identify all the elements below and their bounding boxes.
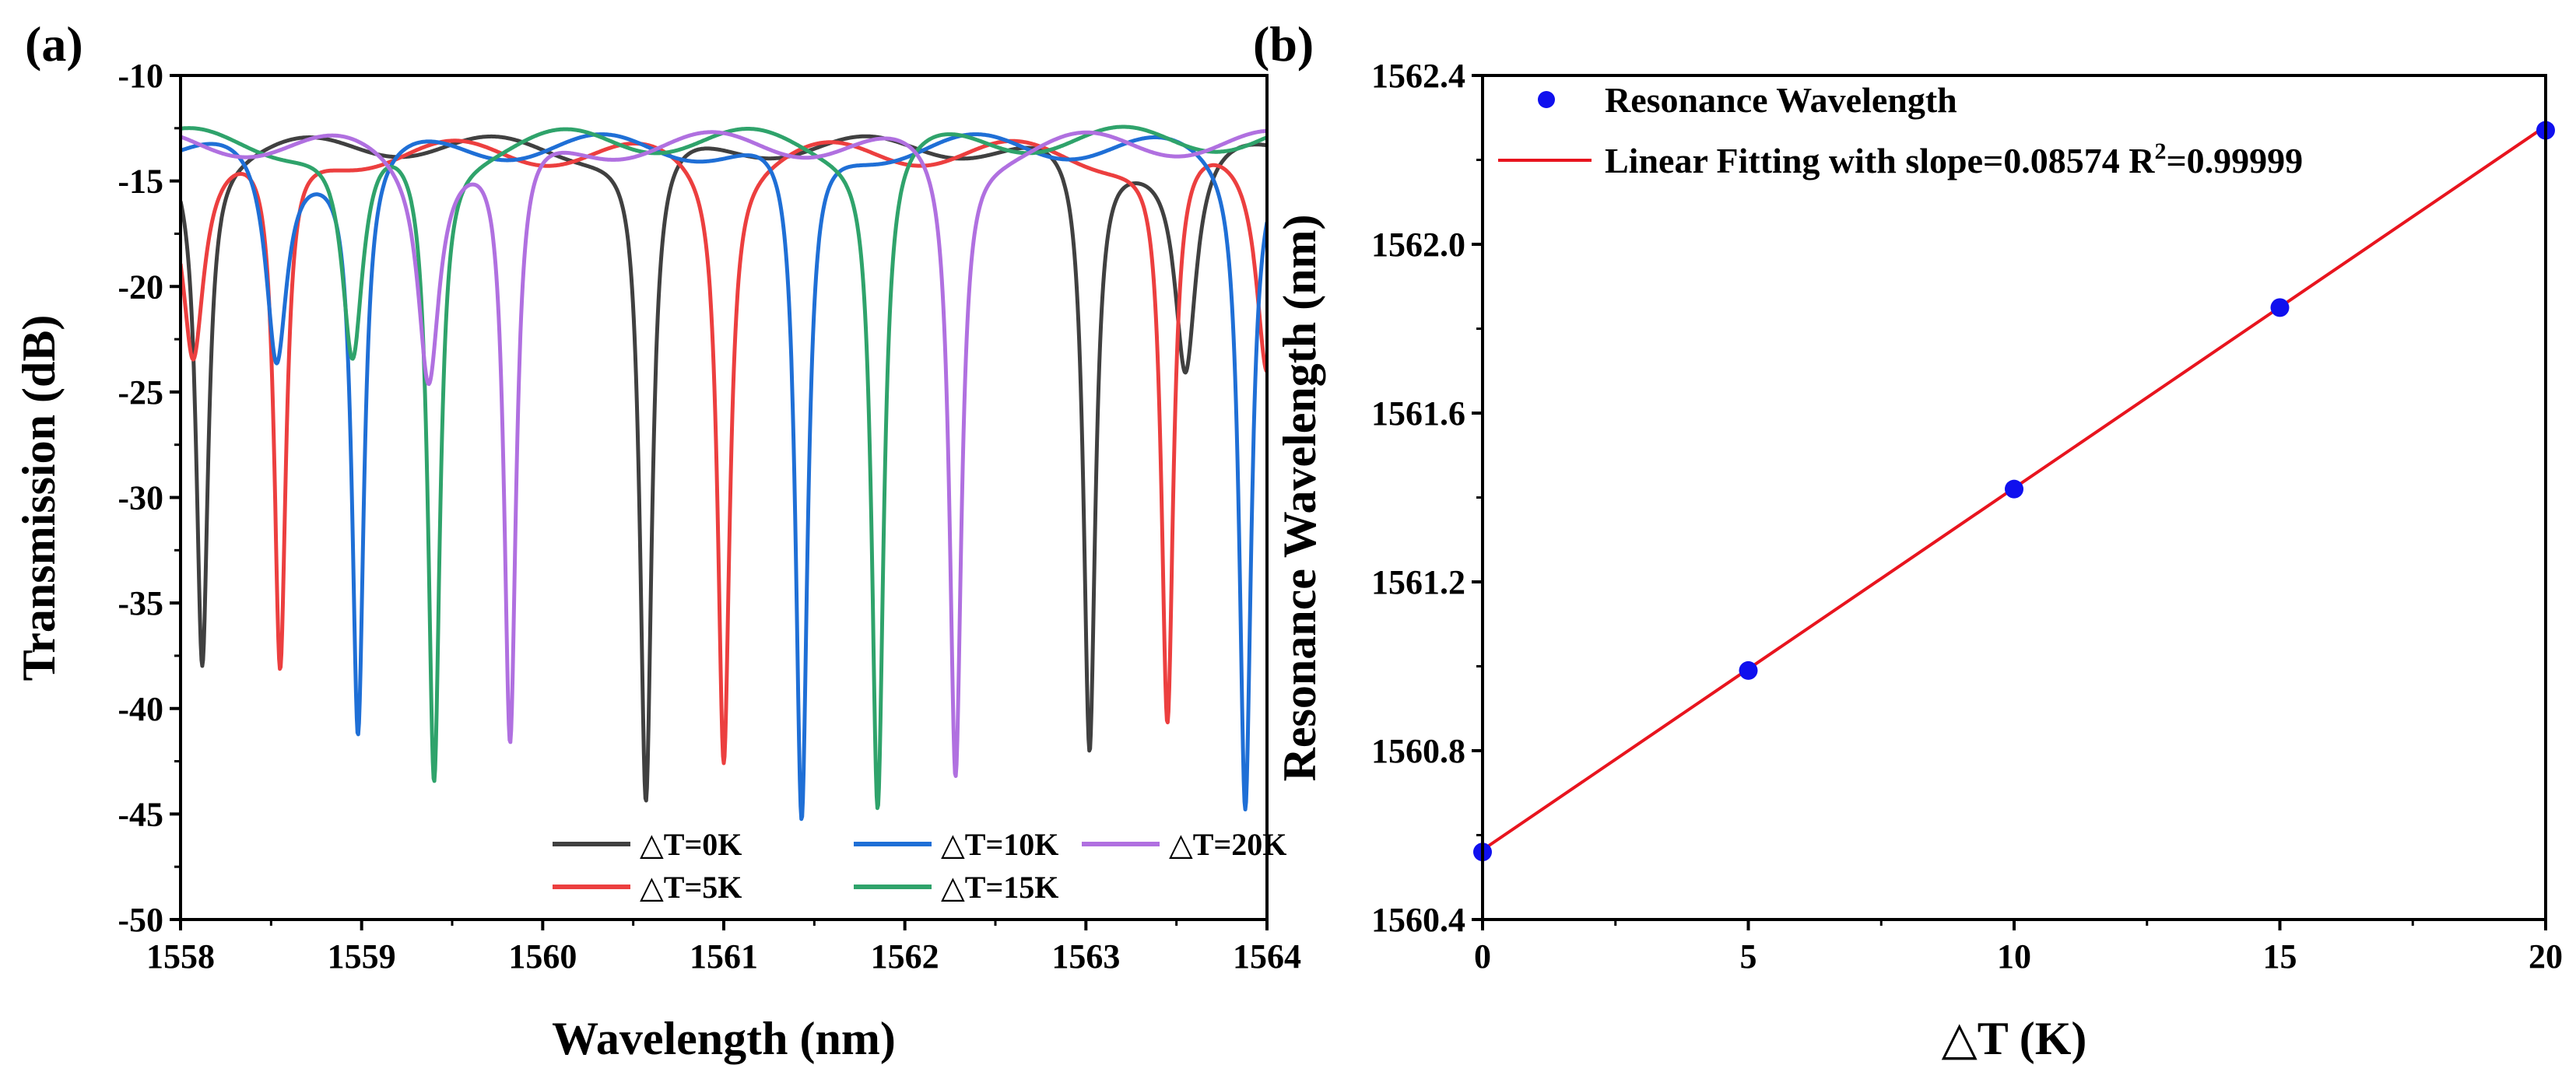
legend-fit-suffix: =0.99999 (2166, 141, 2303, 180)
panel-a-y-tick-label: -35 (118, 584, 163, 622)
panel-b-y-axis-title: Resonance Wavelength (nm) (1274, 215, 1325, 782)
panel-a-x-ticks: 1558 1559 1560 1561 1562 1563 1564 (146, 920, 1301, 976)
panel-a-y-tick-label: -20 (118, 268, 163, 306)
panel-a-x-axis-title: Wavelength (nm) (552, 1013, 896, 1064)
panel-a-x-tick-label: 1562 (871, 937, 939, 976)
panel-b-y-tick-label: 1562.0 (1371, 226, 1465, 264)
panel-a-series-group (181, 124, 1267, 822)
panel-b-data-point (2270, 298, 2290, 317)
panel-b-legend: Resonance Wavelength Linear Fitting with… (1498, 80, 2303, 180)
panel-a-y-ticks: -10 -15 -20 -25 -30 -35 -40 -45 -50 (118, 57, 181, 939)
panel-b-x-tick-label: 10 (1997, 937, 2031, 976)
panel-a-legend-label: △T=10K (941, 827, 1058, 862)
legend-fit-superscript: 2 (2154, 138, 2166, 164)
panel-b-y-tick-label: 1560.8 (1371, 732, 1465, 770)
panel-b-x-tick-label: 5 (1740, 937, 1757, 976)
panel-a-x-tick-label: 1563 (1051, 937, 1120, 976)
panel-a-x-tick-label: 1561 (690, 937, 758, 976)
legend-marker-resonance (1538, 91, 1555, 108)
panel-b-chart: (b) 1560.4 1560.8 1561.2 1561.6 1562.0 1562.4… (1253, 16, 2563, 1064)
panel-a-x-tick-label: 1558 (146, 937, 215, 976)
panel-a-series-line (181, 134, 1267, 803)
panel-b-x-ticks: 0 5 10 15 20 (1474, 920, 2563, 976)
panel-b-y-ticks: 1560.4 1560.8 1561.2 1561.6 1562.0 1562.4 (1371, 57, 1483, 939)
panel-a-y-axis-title: Transmission (dB) (13, 315, 65, 681)
panel-a-legend-label: △T=5K (640, 870, 742, 905)
panel-b-y-tick-label: 1560.4 (1371, 901, 1465, 939)
panel-b-y-tick-label: 1562.4 (1371, 57, 1465, 95)
panel-a-legend-label: △T=20K (1169, 827, 1286, 862)
panel-a-y-tick-label: -45 (118, 795, 163, 833)
legend-label-resonance: Resonance Wavelength (1605, 80, 1957, 120)
panel-a-series-line (181, 132, 1267, 822)
panel-a-y-tick-label: -25 (118, 373, 163, 412)
panel-a-series-line (181, 138, 1267, 765)
panel-b-x-tick-label: 15 (2263, 937, 2297, 976)
panel-a-label: (a) (25, 16, 83, 72)
panel-a-axes-frame (179, 74, 1269, 921)
panel-a-y-tick-label: -10 (118, 57, 163, 95)
panel-b-y-tick-label: 1561.2 (1371, 563, 1465, 601)
panel-a-legend: △T=0K △T=10K △T=20K △T=5K △T=15K (553, 827, 1286, 905)
panel-b-data-point (1739, 660, 1758, 680)
panel-b-data-point (2005, 479, 2023, 499)
panel-a-x-tick-label: 1559 (328, 937, 396, 976)
panel-a-legend-label: △T=15K (941, 870, 1058, 905)
panel-a-x-tick-label: 1564 (1233, 937, 1301, 976)
panel-a-chart: (a) -10 -15 -20 -25 -30 -35 -40 -45 -50 1558 1559… (13, 16, 1301, 1064)
panel-a-y-tick-label: -30 (118, 479, 163, 517)
panel-b-points-group (1473, 121, 2555, 862)
panel-a-y-tick-label: -50 (118, 901, 163, 939)
panel-a-y-tick-label: -40 (118, 690, 163, 728)
panel-b-y-tick-label: 1561.6 (1371, 394, 1465, 433)
panel-b-label: (b) (1253, 16, 1314, 72)
panel-a-x-tick-label: 1560 (508, 937, 577, 976)
panel-b-x-tick-label: 20 (2529, 937, 2563, 976)
panel-a-y-tick-label: -15 (118, 163, 163, 201)
panel-a-series-line (181, 128, 1267, 778)
panel-a-series-line (181, 124, 1267, 811)
legend-label-fit: Linear Fitting with slope=0.08574 R2=0.9… (1605, 138, 2303, 180)
legend-fit-prefix: Linear Fitting with slope=0.08574 R (1605, 141, 2155, 180)
panel-a-legend-label: △T=0K (640, 827, 742, 862)
panel-b-x-axis-title: △T (K) (1942, 1013, 2087, 1064)
panel-b-x-tick-label: 0 (1474, 937, 1491, 976)
